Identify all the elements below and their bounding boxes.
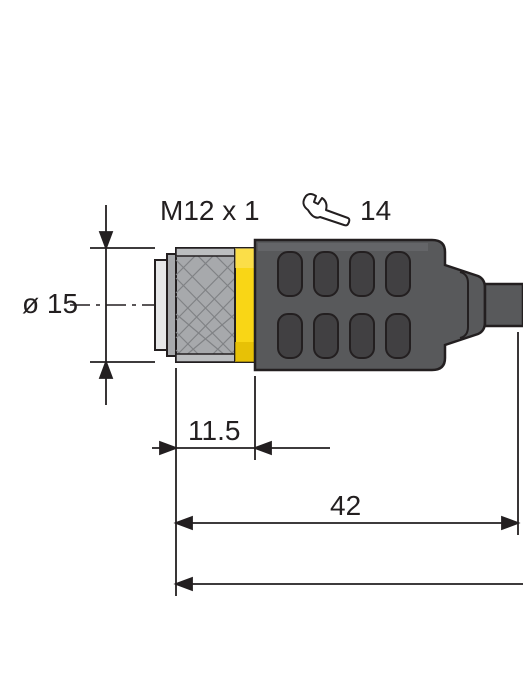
connector-body — [255, 240, 523, 370]
thread-label: M12 x 1 — [160, 195, 260, 226]
color-ring — [235, 248, 255, 362]
diameter-label: ø 15 — [22, 288, 78, 319]
nut-length-label: 11.5 — [188, 415, 240, 446]
knurled-nut — [176, 248, 235, 362]
cable — [485, 284, 523, 326]
connector-diagram: M12 x 1 14 ø 15 11.5 42 — [0, 0, 523, 700]
connector-face — [155, 260, 167, 350]
overall-length-label: 42 — [330, 490, 361, 521]
dim-11-5 — [152, 368, 330, 460]
wrench-icon — [303, 194, 349, 225]
wrench-size-label: 14 — [360, 195, 391, 226]
metal-ring-1 — [167, 254, 176, 356]
dim-extra-bottom — [176, 535, 523, 596]
